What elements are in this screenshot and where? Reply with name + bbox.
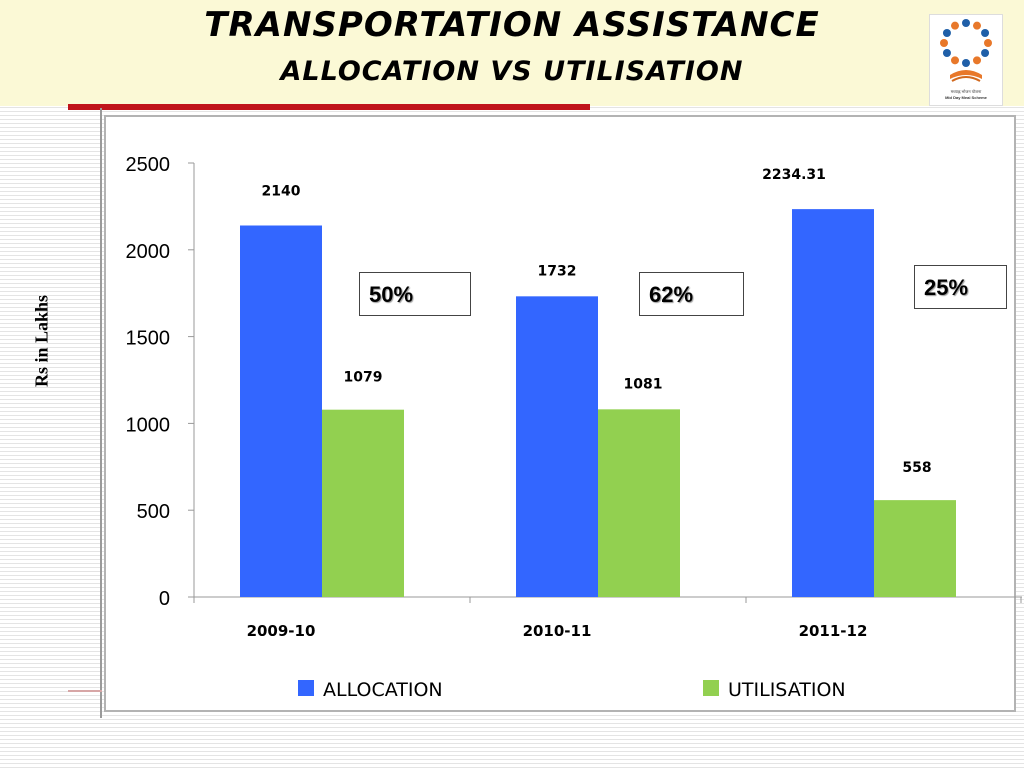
utilisation-bar (874, 500, 956, 597)
y-tick-label: 2000 (126, 241, 171, 263)
data-label: 2140 (262, 183, 301, 199)
legend-label: UTILISATION (728, 679, 846, 701)
x-tick-label: 2010-11 (523, 622, 592, 640)
allocation-bar (792, 209, 874, 597)
logo-figure-dot (962, 59, 970, 67)
logo-text-hindi: मध्याह्न भोजन योजना (950, 89, 982, 94)
x-tick-label: 2009-10 (247, 622, 316, 640)
slide-title: TRANSPORTATION ASSISTANCE (204, 5, 820, 45)
allocation-bar (516, 296, 598, 597)
logo-emblem-icon (940, 19, 992, 82)
x-tick-label: 2011-12 (799, 622, 868, 640)
side-accent-line (68, 690, 102, 692)
slide-subtitle: ALLOCATION VS UTILISATION (280, 56, 744, 87)
slide-header (0, 0, 1024, 106)
percentage-callout-2009-10: 50% (359, 272, 471, 316)
percentage-callout-2011-12: 25% (914, 265, 1007, 309)
y-tick-label: 0 (159, 588, 170, 610)
logo-figure-dot (973, 56, 981, 65)
data-label: 558 (902, 460, 931, 476)
utilisation-bar (598, 409, 680, 597)
callout-text: 62% (649, 282, 694, 307)
legend-label: ALLOCATION (323, 679, 443, 701)
logo-figure-dot (981, 49, 990, 57)
data-label: 2234.31 (762, 167, 826, 183)
logo-figure-dot (962, 19, 970, 27)
percentage-callout-2010-11: 62% (639, 272, 744, 316)
legend-swatch (703, 680, 719, 696)
allocation-bar (240, 225, 322, 597)
vertical-divider (100, 108, 102, 718)
mid-day-meal-logo: मध्याह्न भोजन योजना Mid Day Meal Scheme (929, 14, 1003, 106)
logo-figure-dot (942, 49, 951, 57)
logo-figure-dot (942, 29, 951, 37)
title-underline (68, 104, 590, 110)
logo-figure-dot (951, 56, 959, 65)
y-tick-label: 1500 (126, 328, 171, 350)
logo-figure-dot (984, 39, 992, 47)
callout-text: 50% (369, 282, 414, 307)
logo-figure-dot (973, 21, 981, 30)
logo-figure-dot (940, 39, 948, 47)
logo-figure-dot (981, 29, 990, 37)
utilisation-bar (322, 409, 404, 597)
callout-text: 25% (924, 275, 969, 300)
data-label: 1081 (624, 376, 663, 392)
data-label: 1732 (538, 263, 577, 279)
data-label: 1079 (344, 370, 383, 386)
logo-figure-dot (951, 21, 959, 30)
y-tick-label: 500 (137, 501, 170, 523)
y-tick-label: 2500 (126, 154, 171, 176)
y-tick-label: 1000 (126, 414, 171, 436)
logo-text-english: Mid Day Meal Scheme (945, 95, 987, 100)
legend-swatch (298, 680, 314, 696)
